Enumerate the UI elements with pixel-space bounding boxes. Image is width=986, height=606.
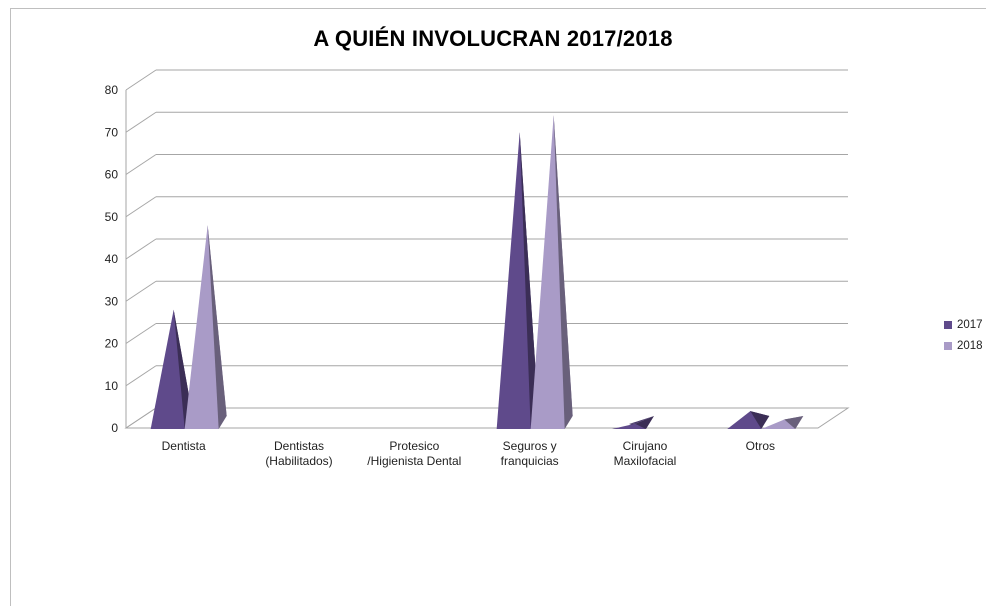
y-tick-label: 10 [105,379,119,393]
legend-label-2018: 2018 [957,339,983,352]
side-wall-tick [125,111,157,133]
y-tick-label: 60 [105,168,119,182]
legend-label-2017: 2017 [957,318,983,331]
side-wall-tick [125,323,157,344]
pyramid-bar-2017 [727,411,762,429]
pyramid-bar-2018 [530,115,565,429]
legend-item-2017: 2017 [944,314,983,335]
x-tick-label: Cirujano Maxilofacial [614,439,677,468]
legend-item-2018: 2018 [944,335,983,356]
side-wall-tick [125,280,157,302]
pyramid-bar-2018 [184,225,219,429]
pyramid-bar-2018 [761,419,796,429]
y-tick-label: 50 [105,210,119,224]
side-wall-tick [125,407,157,429]
pyramid-side-2017 [629,416,654,424]
side-wall-tick [125,69,157,91]
x-tick-label: Dentista [162,439,206,453]
x-tick-label: Dentistas (Habilitados) [265,439,332,468]
pyramid-bar-2017 [496,132,531,429]
chart-frame [10,8,986,606]
side-wall-tick [125,365,157,387]
chart-title: A QUIÉN INVOLUCRAN 2017/2018 [313,26,673,51]
pyramid-bar-2017 [612,423,646,429]
legend: 2017 2018 [944,314,983,356]
y-tick-label: 70 [105,125,119,139]
y-tick-label: 0 [111,421,118,435]
legend-swatch-2018 [944,341,952,350]
y-tick-label: 80 [105,83,119,97]
x-tick-label: Otros [746,439,775,453]
legend-swatch-2017 [944,320,952,329]
pyramid-bar-2017 [150,309,185,429]
side-wall-tick [125,154,157,175]
side-wall-tick [125,196,157,218]
y-tick-label: 30 [105,294,119,308]
x-tick-label: Seguros y franquicias [501,439,559,468]
y-tick-label: 40 [105,252,119,266]
y-tick-label: 20 [105,337,119,351]
x-tick-label: Protesico/Higienista Dental [367,439,461,468]
side-wall-tick [125,238,157,260]
